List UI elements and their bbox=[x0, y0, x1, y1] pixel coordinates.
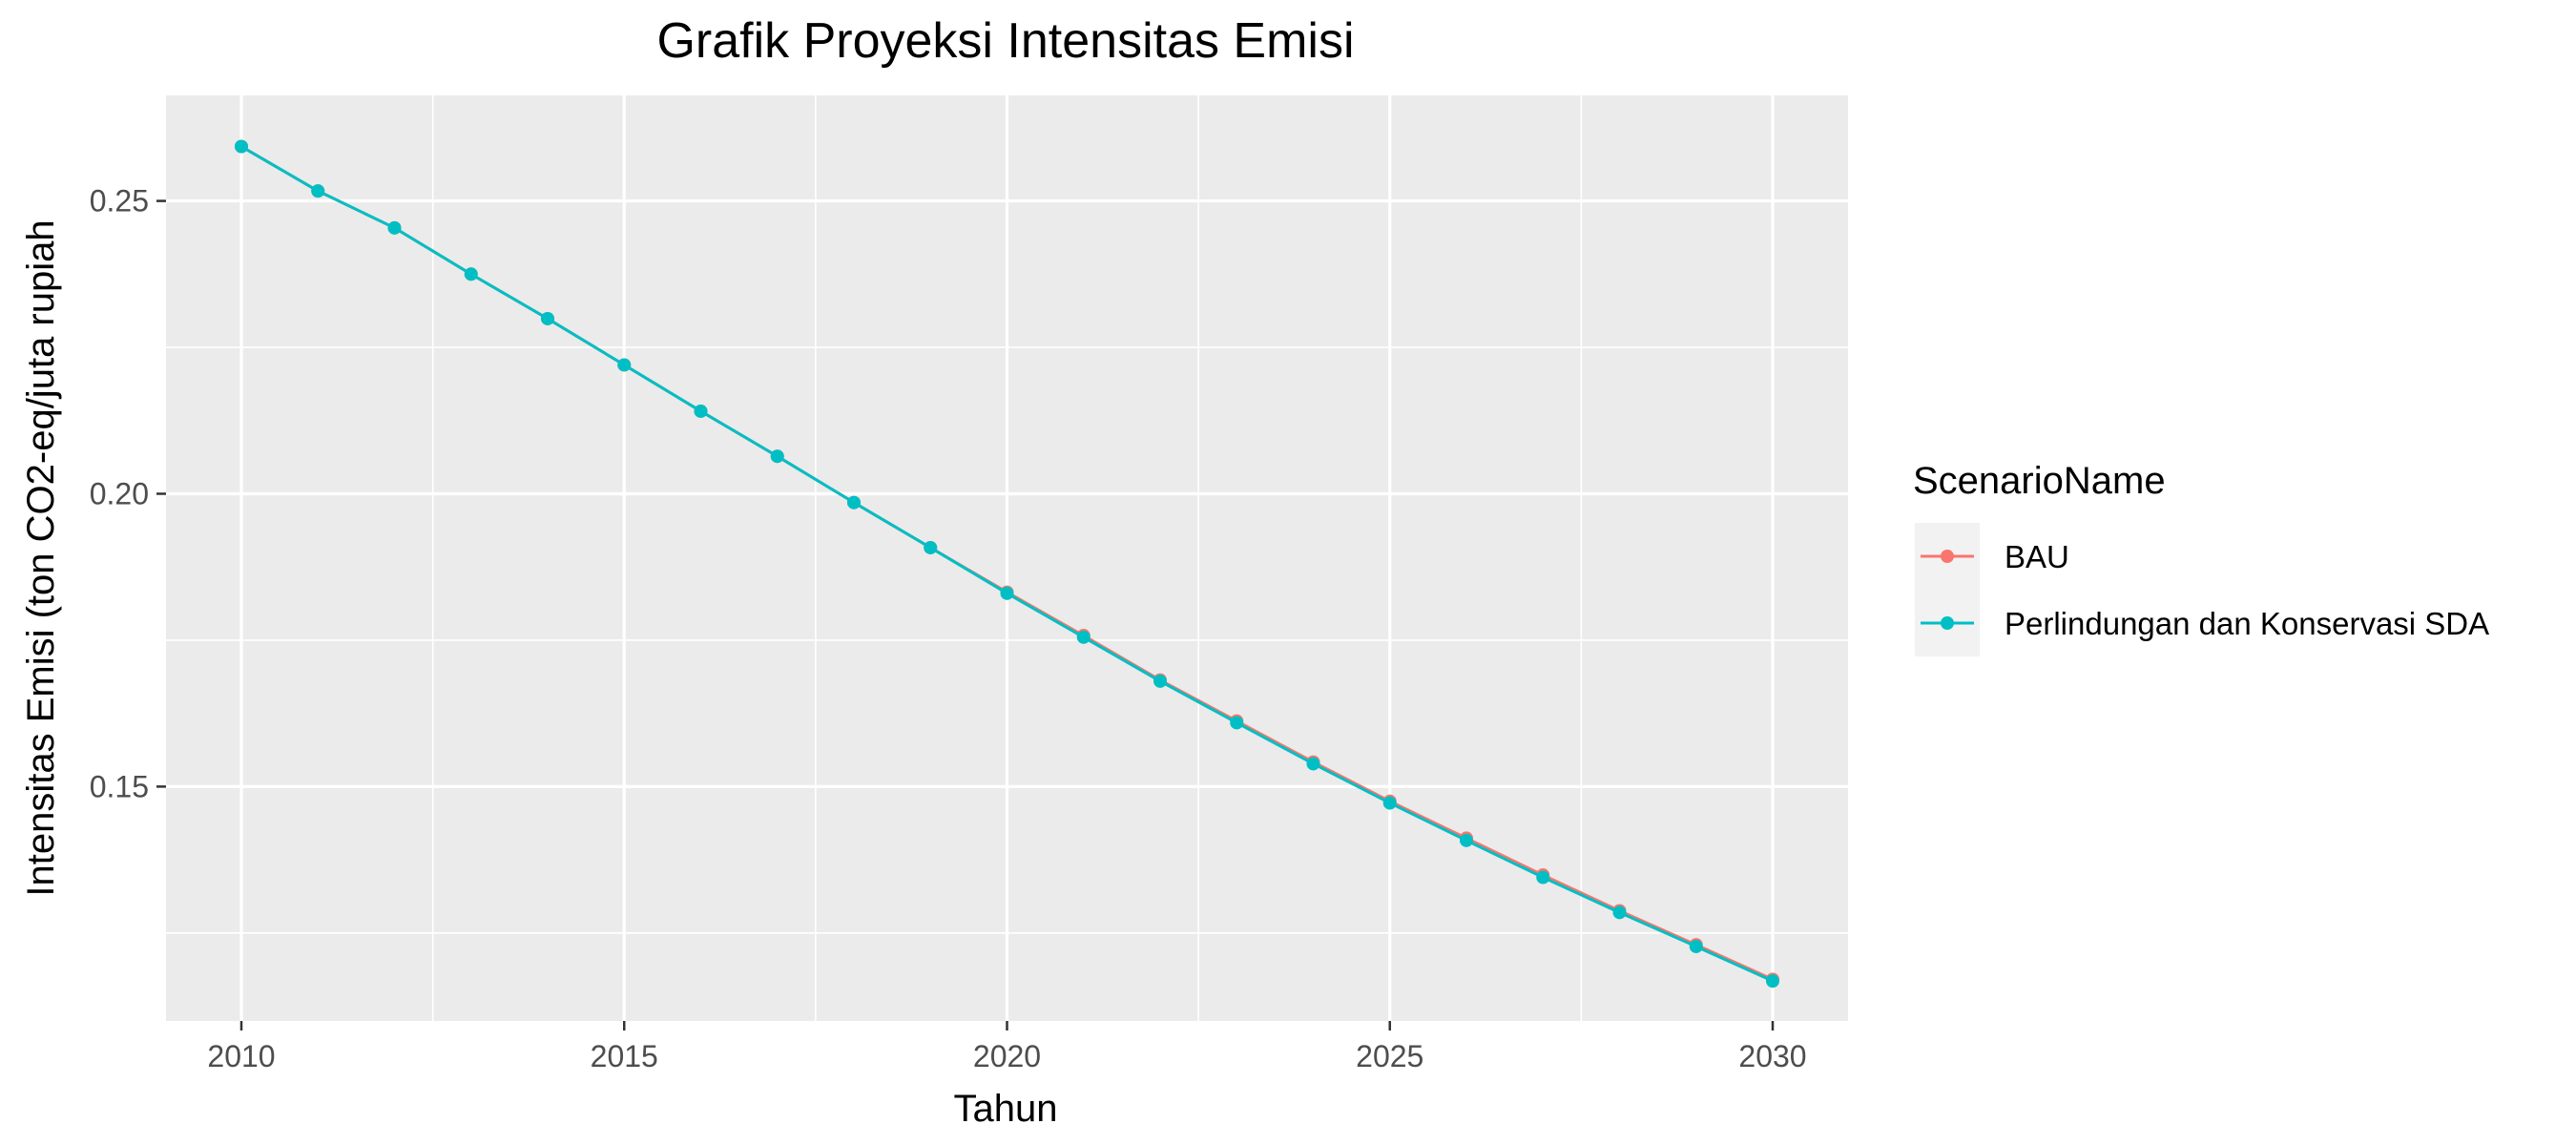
data-point bbox=[1689, 939, 1703, 953]
data-point bbox=[387, 220, 402, 235]
series-perlindungan bbox=[235, 139, 1779, 989]
legend-items: BAU Perlindungan dan Konservasi SDA bbox=[1915, 523, 2489, 656]
data-point bbox=[1076, 630, 1091, 644]
legend-title: ScenarioName bbox=[1913, 460, 2166, 502]
data-point bbox=[1382, 796, 1397, 810]
x-axis-label: Tahun bbox=[954, 1088, 1058, 1130]
legend: ScenarioName BAU Perlindungan dan Konserv… bbox=[1913, 460, 2489, 656]
legend-label: BAU bbox=[2005, 539, 2069, 574]
grid-major bbox=[166, 95, 1848, 1021]
data-point bbox=[770, 449, 784, 464]
legend-key-point bbox=[1941, 616, 1954, 630]
y-tick-labels: 0.15 0.20 0.25 bbox=[90, 184, 149, 804]
data-point bbox=[464, 267, 478, 281]
x-tick-label: 2030 bbox=[1738, 1039, 1806, 1073]
x-tick-label: 2010 bbox=[207, 1039, 275, 1073]
chart-title: Grafik Proyeksi Intensitas Emisi bbox=[656, 13, 1354, 69]
legend-item: Perlindungan dan Konservasi SDA bbox=[1915, 590, 2489, 656]
data-point bbox=[235, 139, 248, 154]
legend-key-point bbox=[1941, 550, 1954, 563]
data-point bbox=[847, 495, 861, 510]
data-point bbox=[1153, 674, 1167, 688]
data-point bbox=[924, 540, 938, 554]
legend-item: BAU bbox=[1915, 523, 2069, 590]
data-point bbox=[694, 404, 708, 418]
data-point bbox=[1306, 757, 1320, 771]
data-point bbox=[311, 184, 325, 198]
data-point bbox=[541, 311, 554, 325]
data-point bbox=[1460, 833, 1473, 847]
x-tick-labels: 2010 2015 2020 2025 2030 bbox=[207, 1039, 1806, 1073]
x-tick-label: 2015 bbox=[591, 1039, 658, 1073]
x-tick-label: 2020 bbox=[973, 1039, 1041, 1073]
data-point bbox=[617, 358, 632, 372]
data-point bbox=[1000, 586, 1014, 600]
x-tick-label: 2025 bbox=[1356, 1039, 1423, 1073]
series-layer bbox=[235, 139, 1779, 989]
data-point bbox=[1766, 974, 1779, 989]
data-point bbox=[1536, 870, 1550, 885]
y-tick-label: 0.20 bbox=[90, 476, 149, 510]
data-point bbox=[1230, 716, 1244, 730]
y-tick-label: 0.15 bbox=[90, 769, 149, 803]
axis-ticks bbox=[156, 199, 1775, 1030]
data-point bbox=[1612, 906, 1627, 920]
legend-label: Perlindungan dan Konservasi SDA bbox=[2005, 606, 2489, 641]
y-tick-label: 0.25 bbox=[90, 184, 149, 219]
y-axis-label: Intensitas Emisi (ton CO2-eq/juta rupiah bbox=[20, 219, 62, 896]
